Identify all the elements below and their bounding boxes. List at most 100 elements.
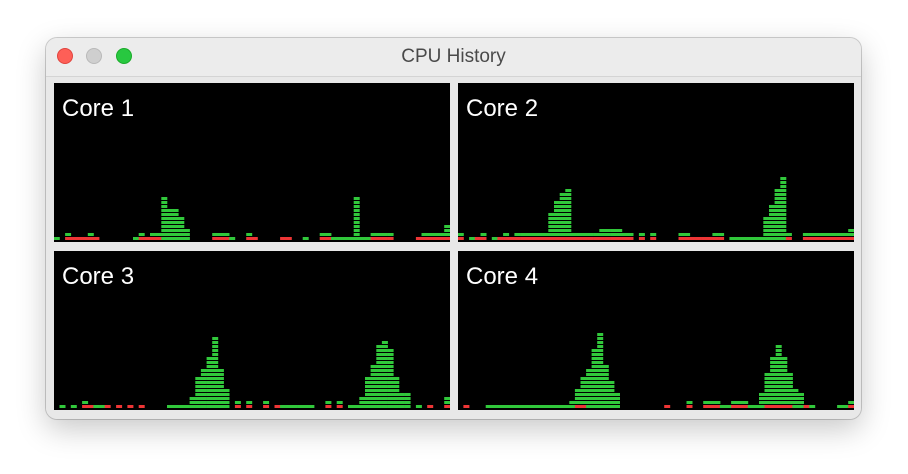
user-load-mark	[381, 397, 388, 400]
user-load-mark	[178, 405, 185, 408]
system-load-mark	[786, 405, 793, 408]
user-load-mark	[336, 237, 343, 240]
user-load-mark	[150, 233, 156, 236]
user-load-mark	[167, 221, 173, 224]
user-load-mark	[558, 405, 565, 408]
user-load-mark	[167, 405, 173, 408]
user-load-mark	[537, 233, 543, 236]
user-load-mark	[586, 385, 593, 388]
user-load-mark	[559, 201, 566, 204]
user-load-mark	[503, 233, 510, 236]
system-load-mark	[731, 405, 738, 408]
user-load-mark	[325, 401, 332, 404]
user-load-mark	[393, 385, 400, 388]
user-load-mark	[438, 233, 445, 236]
user-load-mark	[376, 385, 383, 388]
user-load-mark	[780, 201, 787, 204]
system-load-mark	[285, 237, 292, 240]
user-load-mark	[217, 401, 224, 404]
user-load-mark	[614, 397, 620, 400]
user-load-mark	[580, 377, 587, 380]
system-load-mark	[736, 405, 743, 408]
user-load-mark	[610, 233, 617, 236]
system-load-mark	[770, 405, 777, 408]
user-load-mark	[353, 201, 360, 204]
user-load-mark	[365, 377, 371, 380]
core-1-panel: Core 1	[54, 83, 450, 242]
user-load-mark	[610, 229, 617, 232]
user-load-mark	[161, 233, 168, 236]
close-button[interactable]	[57, 48, 73, 64]
user-load-mark	[554, 217, 560, 220]
user-load-mark	[638, 233, 645, 236]
user-load-mark	[769, 237, 775, 240]
user-load-mark	[393, 401, 400, 404]
user-load-mark	[714, 401, 721, 404]
user-load-mark	[774, 237, 781, 240]
user-load-mark	[802, 233, 809, 236]
system-load-mark	[87, 237, 94, 240]
user-load-mark	[212, 381, 219, 384]
user-load-mark	[359, 237, 366, 240]
user-load-mark	[183, 237, 190, 240]
system-load-mark	[695, 237, 702, 240]
minimize-button[interactable]	[86, 48, 102, 64]
user-load-mark	[212, 345, 219, 348]
user-load-mark	[563, 405, 570, 408]
user-load-mark	[200, 405, 207, 408]
title-bar[interactable]: CPU History	[46, 38, 861, 77]
user-load-mark	[781, 381, 788, 384]
user-load-mark	[206, 405, 213, 408]
user-load-mark	[387, 373, 394, 376]
user-load-mark	[848, 229, 854, 232]
user-load-mark	[582, 233, 589, 236]
user-load-mark	[206, 377, 213, 380]
user-load-mark	[848, 401, 854, 404]
user-load-mark	[580, 397, 587, 400]
user-load-mark	[591, 401, 598, 404]
user-load-mark	[798, 393, 804, 396]
user-load-mark	[217, 373, 224, 376]
user-load-mark	[217, 377, 224, 380]
user-load-mark	[161, 205, 168, 208]
user-load-mark	[764, 401, 771, 404]
user-load-mark	[353, 217, 360, 220]
user-load-mark	[212, 349, 219, 352]
user-load-mark	[763, 237, 770, 240]
user-load-mark	[597, 361, 604, 364]
user-load-mark	[387, 381, 394, 384]
user-load-mark	[775, 389, 782, 392]
user-load-mark	[370, 369, 377, 372]
user-load-mark	[597, 401, 604, 404]
user-load-mark	[591, 397, 598, 400]
user-load-mark	[565, 205, 572, 208]
user-load-mark	[376, 345, 383, 348]
user-load-mark	[559, 229, 566, 232]
user-load-mark	[554, 201, 560, 204]
user-load-mark	[718, 233, 725, 236]
user-load-mark	[764, 381, 771, 384]
user-load-mark	[548, 221, 555, 224]
system-load-mark	[610, 237, 617, 240]
user-load-mark	[178, 233, 185, 236]
user-load-mark	[780, 185, 787, 188]
user-load-mark	[398, 401, 405, 404]
system-load-mark	[421, 237, 428, 240]
user-load-mark	[586, 393, 593, 396]
user-load-mark	[376, 361, 383, 364]
user-load-mark	[798, 401, 804, 404]
user-load-mark	[212, 385, 219, 388]
user-load-mark	[161, 221, 168, 224]
user-load-mark	[591, 377, 598, 380]
user-load-mark	[752, 237, 758, 240]
user-load-mark	[565, 213, 572, 216]
user-load-mark	[614, 393, 620, 396]
zoom-button[interactable]	[116, 48, 132, 64]
user-load-mark	[769, 213, 775, 216]
system-load-mark	[116, 405, 123, 408]
user-load-mark	[781, 385, 788, 388]
user-load-mark	[591, 389, 598, 392]
user-load-mark	[774, 213, 781, 216]
user-load-mark	[725, 405, 732, 408]
system-load-mark	[537, 237, 543, 240]
